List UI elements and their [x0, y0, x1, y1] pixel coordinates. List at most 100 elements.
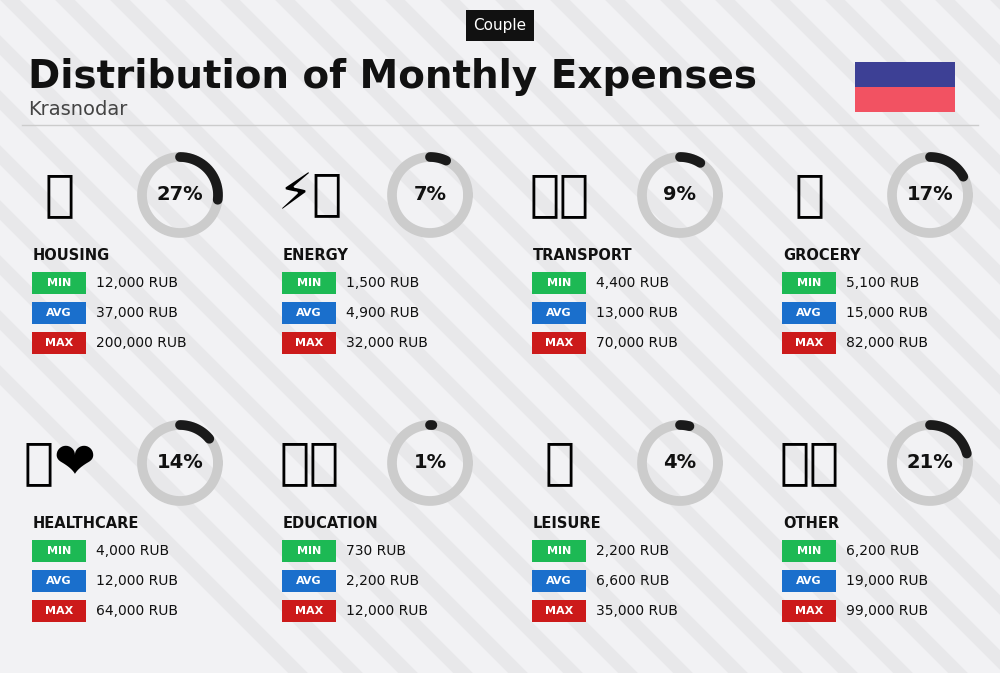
Text: Krasnodar: Krasnodar — [28, 100, 127, 119]
FancyBboxPatch shape — [532, 540, 586, 562]
Text: 19,000 RUB: 19,000 RUB — [846, 574, 928, 588]
FancyBboxPatch shape — [855, 87, 955, 112]
Text: ⚡🏠: ⚡🏠 — [277, 171, 343, 219]
Text: MAX: MAX — [545, 338, 573, 348]
Text: 15,000 RUB: 15,000 RUB — [846, 306, 928, 320]
Text: 12,000 RUB: 12,000 RUB — [96, 276, 178, 290]
FancyBboxPatch shape — [782, 332, 836, 354]
Text: Distribution of Monthly Expenses: Distribution of Monthly Expenses — [28, 58, 757, 96]
Text: 70,000 RUB: 70,000 RUB — [596, 336, 678, 350]
Text: MAX: MAX — [45, 338, 73, 348]
Text: 2,200 RUB: 2,200 RUB — [346, 574, 419, 588]
Text: MAX: MAX — [45, 606, 73, 616]
Text: MAX: MAX — [795, 606, 823, 616]
FancyBboxPatch shape — [32, 600, 86, 622]
FancyBboxPatch shape — [532, 302, 586, 324]
Text: 6,600 RUB: 6,600 RUB — [596, 574, 669, 588]
FancyBboxPatch shape — [32, 540, 86, 562]
FancyBboxPatch shape — [782, 272, 836, 294]
Text: 4,900 RUB: 4,900 RUB — [346, 306, 419, 320]
Text: 37,000 RUB: 37,000 RUB — [96, 306, 178, 320]
FancyBboxPatch shape — [532, 600, 586, 622]
Text: Couple: Couple — [473, 18, 527, 33]
Text: 🛍️: 🛍️ — [545, 439, 575, 487]
Text: 1,500 RUB: 1,500 RUB — [346, 276, 419, 290]
Text: 🏢: 🏢 — [45, 171, 75, 219]
FancyBboxPatch shape — [782, 540, 836, 562]
Text: 💰👜: 💰👜 — [780, 439, 840, 487]
Text: 4,000 RUB: 4,000 RUB — [96, 544, 169, 558]
Text: 4%: 4% — [663, 454, 697, 472]
FancyBboxPatch shape — [32, 272, 86, 294]
FancyBboxPatch shape — [532, 570, 586, 592]
FancyBboxPatch shape — [282, 272, 336, 294]
Text: 32,000 RUB: 32,000 RUB — [346, 336, 428, 350]
FancyBboxPatch shape — [282, 600, 336, 622]
Text: HEALTHCARE: HEALTHCARE — [33, 516, 139, 531]
FancyBboxPatch shape — [855, 62, 955, 87]
Text: MAX: MAX — [545, 606, 573, 616]
FancyBboxPatch shape — [32, 332, 86, 354]
Text: AVG: AVG — [296, 308, 322, 318]
Text: 9%: 9% — [664, 186, 696, 205]
Text: 2,200 RUB: 2,200 RUB — [596, 544, 669, 558]
Text: MIN: MIN — [47, 546, 71, 556]
FancyBboxPatch shape — [782, 570, 836, 592]
FancyBboxPatch shape — [782, 600, 836, 622]
FancyBboxPatch shape — [282, 302, 336, 324]
Text: EDUCATION: EDUCATION — [283, 516, 379, 531]
Text: AVG: AVG — [296, 576, 322, 586]
Text: 27%: 27% — [157, 186, 203, 205]
Text: OTHER: OTHER — [783, 516, 839, 531]
Text: 35,000 RUB: 35,000 RUB — [596, 604, 678, 618]
Text: 7%: 7% — [414, 186, 446, 205]
FancyBboxPatch shape — [282, 540, 336, 562]
Text: GROCERY: GROCERY — [783, 248, 861, 263]
Text: 17%: 17% — [907, 186, 953, 205]
Text: MIN: MIN — [297, 278, 321, 288]
Text: 12,000 RUB: 12,000 RUB — [346, 604, 428, 618]
FancyBboxPatch shape — [532, 332, 586, 354]
Text: MIN: MIN — [547, 278, 571, 288]
Text: 🛒: 🛒 — [795, 171, 825, 219]
Text: 🩺❤️: 🩺❤️ — [24, 439, 96, 487]
Text: AVG: AVG — [546, 308, 572, 318]
Text: TRANSPORT: TRANSPORT — [533, 248, 633, 263]
FancyBboxPatch shape — [282, 332, 336, 354]
FancyBboxPatch shape — [282, 570, 336, 592]
FancyBboxPatch shape — [32, 570, 86, 592]
Text: 200,000 RUB: 200,000 RUB — [96, 336, 187, 350]
Text: LEISURE: LEISURE — [533, 516, 602, 531]
Text: 4,400 RUB: 4,400 RUB — [596, 276, 669, 290]
Text: 12,000 RUB: 12,000 RUB — [96, 574, 178, 588]
Text: AVG: AVG — [796, 576, 822, 586]
FancyBboxPatch shape — [532, 272, 586, 294]
Text: MAX: MAX — [795, 338, 823, 348]
Text: AVG: AVG — [546, 576, 572, 586]
Text: 21%: 21% — [907, 454, 953, 472]
Text: MIN: MIN — [797, 546, 821, 556]
Text: 82,000 RUB: 82,000 RUB — [846, 336, 928, 350]
Text: MIN: MIN — [47, 278, 71, 288]
Text: AVG: AVG — [796, 308, 822, 318]
Text: 730 RUB: 730 RUB — [346, 544, 406, 558]
Text: 🎓📚: 🎓📚 — [280, 439, 340, 487]
Text: 1%: 1% — [413, 454, 447, 472]
Text: AVG: AVG — [46, 576, 72, 586]
Text: AVG: AVG — [46, 308, 72, 318]
Text: 🚌🚗: 🚌🚗 — [530, 171, 590, 219]
Text: MIN: MIN — [547, 546, 571, 556]
Text: MIN: MIN — [797, 278, 821, 288]
Text: 64,000 RUB: 64,000 RUB — [96, 604, 178, 618]
FancyBboxPatch shape — [32, 302, 86, 324]
Text: 13,000 RUB: 13,000 RUB — [596, 306, 678, 320]
Text: HOUSING: HOUSING — [33, 248, 110, 263]
Text: MIN: MIN — [297, 546, 321, 556]
Text: 99,000 RUB: 99,000 RUB — [846, 604, 928, 618]
Text: 6,200 RUB: 6,200 RUB — [846, 544, 919, 558]
Text: ENERGY: ENERGY — [283, 248, 349, 263]
Text: MAX: MAX — [295, 606, 323, 616]
FancyBboxPatch shape — [782, 302, 836, 324]
Text: 5,100 RUB: 5,100 RUB — [846, 276, 919, 290]
Text: MAX: MAX — [295, 338, 323, 348]
